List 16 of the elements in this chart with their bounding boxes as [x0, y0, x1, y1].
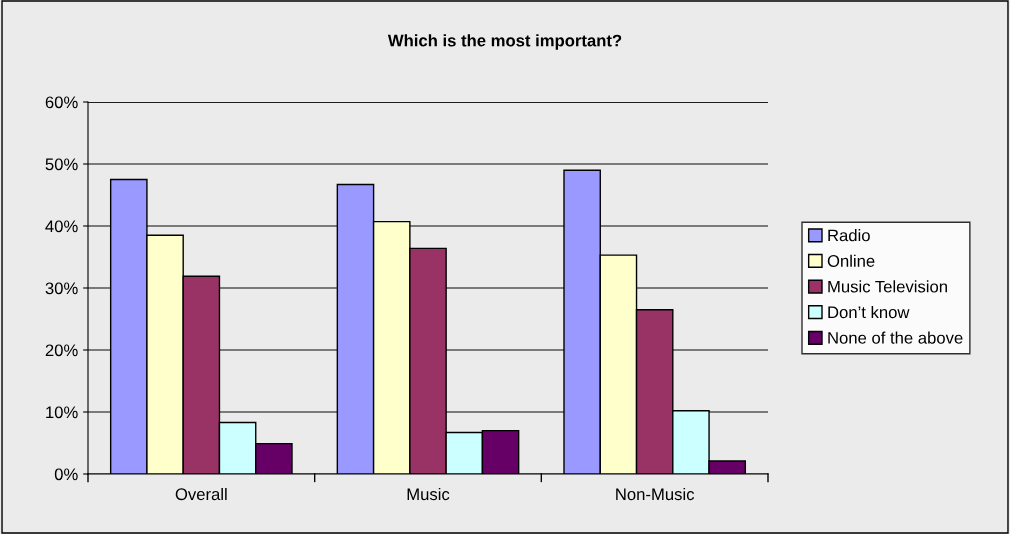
y-tick-label: 10%: [46, 406, 78, 419]
legend-label: Online: [827, 254, 875, 267]
y-tick-label: 20%: [45, 344, 78, 357]
x-tick-label: Music: [407, 487, 450, 501]
y-tick-label: 0%: [54, 468, 78, 481]
x-tick-label: Non-Music: [616, 487, 695, 501]
y-tick-label: 60%: [45, 96, 78, 109]
x-tick-label: Overall: [175, 487, 227, 501]
chart-title: Which is the most important?: [387, 34, 622, 50]
y-tick-label: 30%: [45, 282, 78, 295]
legend-label: Don’t know: [828, 305, 910, 319]
legend-label: Music Television: [828, 280, 947, 293]
y-tick-label: 40%: [45, 220, 78, 233]
legend-label: None of the above: [828, 331, 963, 344]
y-tick-label: 50%: [45, 158, 78, 171]
legend-label: Radio: [828, 229, 870, 242]
